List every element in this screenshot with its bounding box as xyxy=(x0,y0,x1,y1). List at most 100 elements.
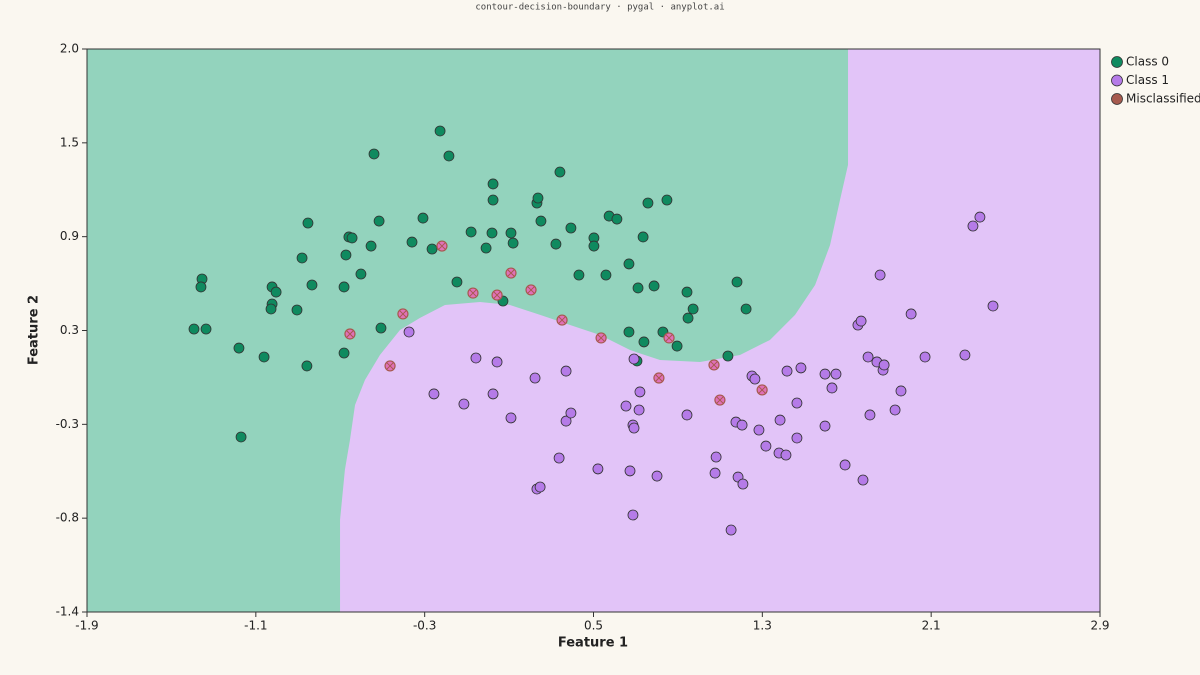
point xyxy=(565,407,577,419)
point xyxy=(338,347,350,359)
point xyxy=(560,415,572,427)
point xyxy=(346,232,358,244)
point xyxy=(487,194,499,206)
point xyxy=(505,412,517,424)
point xyxy=(967,220,979,232)
misclassified-cross xyxy=(493,291,501,299)
point xyxy=(451,276,463,288)
point xyxy=(296,252,308,264)
y-tick-label: 0.9 xyxy=(60,229,79,243)
point xyxy=(368,148,380,160)
point xyxy=(338,281,350,293)
point xyxy=(627,509,639,521)
point xyxy=(550,238,562,250)
point xyxy=(458,398,470,410)
point xyxy=(795,362,807,374)
point xyxy=(195,281,207,293)
point xyxy=(340,249,352,261)
point xyxy=(406,236,418,248)
x-tick-label: 2.9 xyxy=(1090,619,1109,633)
point xyxy=(874,269,886,281)
x-axis-title: Feature 1 xyxy=(558,636,628,651)
x-tick-label: -0.3 xyxy=(413,619,436,633)
x-tick-label: 0.5 xyxy=(584,619,603,633)
point xyxy=(737,478,749,490)
chart-title: contour-decision-boundary · pygal · anyp… xyxy=(475,3,724,13)
legend-swatch xyxy=(1111,93,1123,105)
point xyxy=(554,166,566,178)
point xyxy=(628,353,640,365)
point xyxy=(600,269,612,281)
point xyxy=(624,465,636,477)
point xyxy=(681,286,693,298)
legend-label: Class 0 xyxy=(1126,55,1169,69)
legend-label: Class 1 xyxy=(1126,73,1169,87)
y-axis-title: Feature 2 xyxy=(27,295,42,365)
misclassified-cross xyxy=(527,286,535,294)
point xyxy=(592,463,604,475)
legend-swatch xyxy=(1111,74,1123,87)
point xyxy=(375,322,387,334)
y-tick-label: -1.4 xyxy=(56,605,79,619)
point xyxy=(628,422,640,434)
point xyxy=(434,125,446,137)
point xyxy=(235,431,247,443)
point xyxy=(507,237,519,249)
point xyxy=(749,373,761,385)
legend-label: Misclassified xyxy=(1126,92,1200,106)
point xyxy=(620,400,632,412)
point xyxy=(671,340,683,352)
point xyxy=(642,197,654,209)
point xyxy=(611,213,623,225)
point xyxy=(987,300,999,312)
point xyxy=(760,440,772,452)
point xyxy=(780,449,792,461)
point xyxy=(819,420,831,432)
point xyxy=(428,388,440,400)
point xyxy=(480,242,492,254)
point xyxy=(781,365,793,377)
point xyxy=(355,268,367,280)
point xyxy=(258,351,270,363)
legend-swatch xyxy=(1111,56,1123,68)
point xyxy=(855,315,867,327)
point xyxy=(864,409,876,421)
point xyxy=(403,326,415,338)
point xyxy=(889,404,901,416)
x-tick-label: 1.3 xyxy=(753,619,772,633)
y-tick-label: 0.3 xyxy=(60,323,79,337)
point xyxy=(302,217,314,229)
point xyxy=(637,231,649,243)
point xyxy=(573,269,585,281)
point xyxy=(638,336,650,348)
point xyxy=(465,226,477,238)
misclassified-cross xyxy=(758,386,766,394)
point xyxy=(565,222,577,234)
region-class-0 xyxy=(87,49,849,612)
point xyxy=(487,388,499,400)
point xyxy=(959,349,971,361)
point xyxy=(623,326,635,338)
point xyxy=(365,240,377,252)
point xyxy=(588,240,600,252)
point xyxy=(681,409,693,421)
point xyxy=(687,303,699,315)
misclassified-cross xyxy=(710,361,718,369)
point xyxy=(417,212,429,224)
point xyxy=(634,386,646,398)
point xyxy=(623,258,635,270)
misclassified-cross xyxy=(597,334,605,342)
point xyxy=(535,215,547,227)
point xyxy=(532,192,544,204)
point xyxy=(862,351,874,363)
point xyxy=(491,356,503,368)
point xyxy=(651,470,663,482)
point xyxy=(826,382,838,394)
point xyxy=(731,276,743,288)
point xyxy=(486,227,498,239)
point xyxy=(534,481,546,493)
point xyxy=(725,524,737,536)
point xyxy=(895,385,907,397)
misclassified-cross xyxy=(655,374,663,382)
